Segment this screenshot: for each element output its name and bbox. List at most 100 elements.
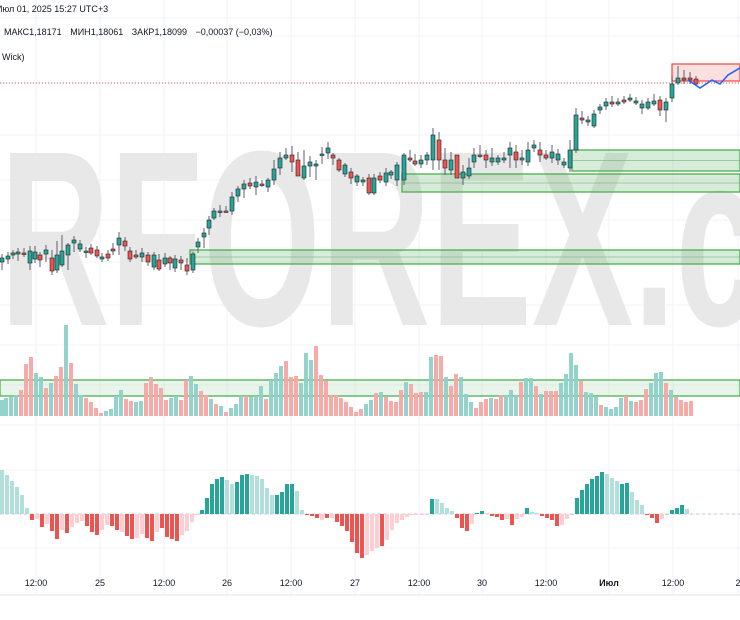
volume-bar	[604, 407, 608, 416]
candle-bear	[412, 160, 418, 165]
histogram-bar	[535, 513, 539, 514]
histogram-bar	[10, 481, 14, 514]
histogram-bar	[35, 514, 39, 519]
histogram-bar	[460, 514, 464, 528]
volume-bar	[574, 365, 578, 416]
histogram-bar	[525, 508, 529, 514]
volume-bar	[329, 395, 333, 416]
candle-bear	[247, 182, 253, 187]
histogram-bar	[95, 514, 99, 535]
histogram-bar	[350, 514, 354, 542]
histogram-bar	[150, 514, 154, 541]
candle-bull	[501, 157, 507, 161]
histogram-bar	[200, 510, 204, 514]
histogram-bar	[160, 514, 164, 528]
candle-bull	[525, 149, 531, 163]
histogram-bar	[395, 514, 399, 523]
candle-bear	[543, 154, 549, 159]
histogram-bar	[435, 499, 439, 514]
histogram-bar	[185, 514, 189, 531]
histogram-bar	[170, 514, 174, 539]
histogram-bar	[595, 476, 599, 514]
candle-bull	[401, 154, 407, 181]
volume-zone	[0, 379, 740, 397]
candle-bull	[301, 165, 307, 179]
candle-bull	[235, 188, 241, 197]
histogram-bar	[255, 476, 259, 514]
histogram-bar	[485, 513, 489, 514]
candle-bear	[122, 240, 128, 247]
histogram-bar	[235, 482, 239, 514]
volume-bar	[309, 360, 313, 416]
candle-bear	[336, 159, 342, 171]
histogram-bar	[420, 514, 424, 515]
candle-bear	[609, 101, 615, 105]
x-axis-label: 12:00	[152, 578, 176, 588]
volume-bar	[494, 399, 498, 416]
candle-bear	[483, 154, 489, 161]
candle-bull	[591, 113, 597, 127]
histogram-bar	[310, 514, 314, 516]
volume-bar	[594, 397, 598, 416]
candle-bear	[110, 248, 116, 252]
histogram-bar	[285, 484, 289, 514]
candle-bull	[253, 181, 259, 188]
histogram-bar	[675, 508, 679, 514]
histogram-bar	[290, 484, 294, 514]
volume-bar	[399, 390, 403, 416]
volume-bar	[514, 395, 518, 416]
histogram-bar	[515, 514, 519, 519]
candle-bear	[145, 254, 151, 263]
histogram-bar	[85, 514, 89, 526]
volume-bars	[0, 325, 693, 416]
histogram-bar	[50, 514, 54, 531]
volume-bar	[109, 409, 113, 416]
volume-bar	[244, 396, 248, 416]
ohlc-change: −0,00037 (−0,03%)	[195, 27, 273, 37]
volume-bar	[49, 383, 53, 416]
volume-bar	[319, 375, 323, 416]
volume-bar	[289, 377, 293, 416]
candle-bull	[633, 100, 639, 104]
histogram-bar	[330, 514, 334, 518]
x-axis-label: 12:00	[407, 578, 431, 588]
candle-bear	[537, 149, 543, 156]
histogram-bar	[300, 510, 304, 514]
volume-bar	[44, 388, 48, 416]
histogram-bar	[625, 483, 629, 514]
histogram-bar	[20, 495, 24, 514]
volume-bar	[209, 399, 213, 416]
x-axis-label: 27	[349, 578, 361, 588]
histogram-bar	[635, 500, 639, 514]
volume-bar	[634, 402, 638, 416]
volume-bar	[124, 399, 128, 416]
svg-text:RFOREX.c: RFOREX.c	[0, 99, 740, 378]
indicator-legend[interactable]: Wick)	[2, 52, 31, 62]
ohlc-legend: МАКС1,18171 МИН1,18061 ЗАКР1,18099 −0,00…	[4, 27, 279, 37]
candle-bull	[424, 154, 430, 161]
histogram-bar	[615, 481, 619, 514]
volume-bar	[69, 363, 73, 416]
histogram-bar	[135, 514, 139, 538]
candle-bull	[0, 257, 5, 263]
histogram-bar	[120, 514, 124, 532]
volume-bar	[359, 409, 363, 416]
volume-bar	[599, 405, 603, 416]
candle-bull	[342, 164, 348, 175]
histogram-bar	[260, 479, 264, 514]
volume-bar	[154, 384, 158, 416]
candle-bear	[259, 183, 265, 186]
candle-bull	[639, 103, 645, 109]
volume-bar	[409, 384, 413, 416]
histogram-bar	[440, 503, 444, 514]
volume-bar	[569, 353, 573, 416]
histogram-bar	[190, 514, 194, 522]
volume-bar	[324, 381, 328, 416]
volume-bar	[454, 374, 458, 416]
histogram-bar	[505, 514, 509, 519]
histogram-bar	[665, 514, 669, 515]
volume-bar	[539, 394, 543, 416]
volume-bar	[369, 400, 373, 416]
histogram-bar	[640, 505, 644, 514]
